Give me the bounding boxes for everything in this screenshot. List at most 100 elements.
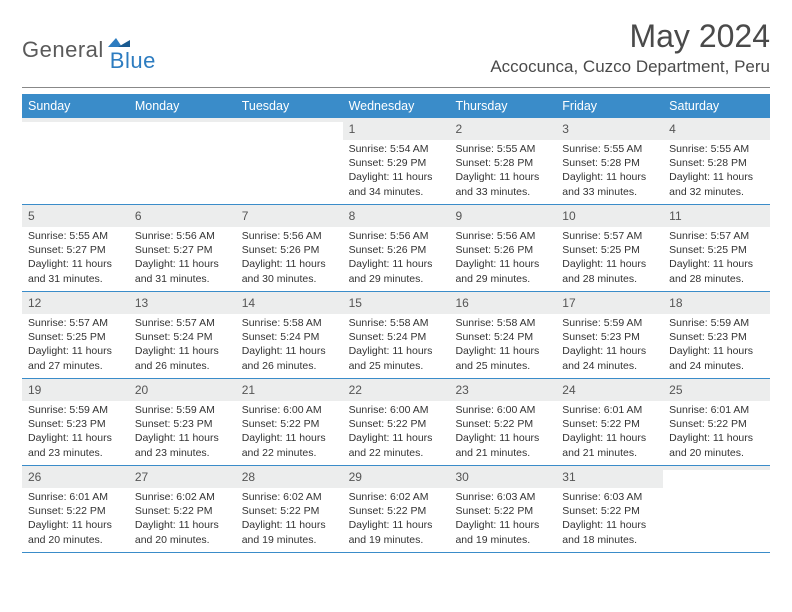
day-number-row: 8 — [343, 205, 450, 227]
day-sr: Sunrise: 5:57 AM — [135, 316, 232, 330]
day-sr: Sunrise: 6:01 AM — [669, 403, 766, 417]
day-dl1: Daylight: 11 hours — [28, 257, 125, 271]
day-sr: Sunrise: 6:02 AM — [135, 490, 232, 504]
day-ss: Sunset: 5:22 PM — [242, 417, 339, 431]
day-number: 17 — [562, 296, 575, 310]
day-sr: Sunrise: 5:55 AM — [562, 142, 659, 156]
day-ss: Sunset: 5:26 PM — [349, 243, 446, 257]
day-sr: Sunrise: 6:00 AM — [349, 403, 446, 417]
day-dl2: and 26 minutes. — [242, 359, 339, 373]
day-cell: 26 Sunrise: 6:01 AMSunset: 5:22 PMDayligh… — [22, 466, 129, 552]
day-cell: 13Sunrise: 5:57 AMSunset: 5:24 PMDayligh… — [129, 292, 236, 378]
day-dl2: and 27 minutes. — [28, 359, 125, 373]
day-cell: 25Sunrise: 6:01 AMSunset: 5:22 PMDayligh… — [663, 379, 770, 465]
day-number: 11 — [669, 209, 681, 223]
day-ss: Sunset: 5:22 PM — [349, 417, 446, 431]
day-body — [22, 122, 129, 128]
day-dl1: Daylight: 11 hours — [349, 344, 446, 358]
day-number-row: 14 — [236, 292, 343, 314]
day-dl1: Daylight: 11 hours — [669, 344, 766, 358]
day-number: 26 — [28, 470, 41, 484]
day-number-row: 13 — [129, 292, 236, 314]
day-sr: Sunrise: 5:59 AM — [562, 316, 659, 330]
day-number-row: 20 — [129, 379, 236, 401]
day-dl2: and 24 minutes. — [669, 359, 766, 373]
weeks-container: 1Sunrise: 5:54 AMSunset: 5:29 PMDaylight… — [22, 118, 770, 553]
day-header-row: Sunday Monday Tuesday Wednesday Thursday… — [22, 94, 770, 118]
day-sr: Sunrise: 5:55 AM — [455, 142, 552, 156]
day-body — [663, 470, 770, 476]
day-cell: 1Sunrise: 5:54 AMSunset: 5:29 PMDaylight… — [343, 118, 450, 204]
day-dl2: and 25 minutes. — [349, 359, 446, 373]
day-number-row: 31 — [556, 466, 663, 488]
day-number-row: 21 — [236, 379, 343, 401]
day-cell: 12Sunrise: 5:57 AMSunset: 5:25 PMDayligh… — [22, 292, 129, 378]
day-body: Sunrise: 5:59 AMSunset: 5:23 PMDaylight:… — [22, 401, 129, 464]
day-dl1: Daylight: 11 hours — [349, 518, 446, 532]
day-cell: 11Sunrise: 5:57 AMSunset: 5:25 PMDayligh… — [663, 205, 770, 291]
day-number: 15 — [349, 296, 362, 310]
day-dl1: Daylight: 11 hours — [562, 518, 659, 532]
day-number: 12 — [28, 296, 41, 310]
day-dl2: and 23 minutes. — [135, 446, 232, 460]
logo: General Blue — [22, 18, 156, 74]
day-sr: Sunrise: 5:54 AM — [349, 142, 446, 156]
day-body: Sunrise: 5:55 AMSunset: 5:28 PMDaylight:… — [663, 140, 770, 203]
day-dl1: Daylight: 11 hours — [242, 344, 339, 358]
day-dl2: and 19 minutes. — [455, 533, 552, 547]
day-number-row: 6 — [129, 205, 236, 227]
day-dl2: and 31 minutes. — [135, 272, 232, 286]
day-sr: Sunrise: 5:56 AM — [242, 229, 339, 243]
day-number-row: 25 — [663, 379, 770, 401]
day-number-row: 30 — [449, 466, 556, 488]
day-cell: 16Sunrise: 5:58 AMSunset: 5:24 PMDayligh… — [449, 292, 556, 378]
day-header-sat: Saturday — [663, 94, 770, 118]
day-ss: Sunset: 5:23 PM — [28, 417, 125, 431]
day-dl2: and 34 minutes. — [349, 185, 446, 199]
day-sr: Sunrise: 6:02 AM — [242, 490, 339, 504]
day-dl1: Daylight: 11 hours — [135, 257, 232, 271]
day-dl2: and 21 minutes. — [562, 446, 659, 460]
day-body — [129, 122, 236, 128]
week-row: 12Sunrise: 5:57 AMSunset: 5:25 PMDayligh… — [22, 292, 770, 379]
day-sr: Sunrise: 5:57 AM — [28, 316, 125, 330]
day-sr: Sunrise: 6:01 AM — [562, 403, 659, 417]
day-dl1: Daylight: 11 hours — [135, 431, 232, 445]
day-ss: Sunset: 5:23 PM — [135, 417, 232, 431]
day-number-row: 19 — [22, 379, 129, 401]
day-dl1: Daylight: 11 hours — [349, 431, 446, 445]
day-dl1: Daylight: 11 hours — [669, 257, 766, 271]
day-dl2: and 22 minutes. — [349, 446, 446, 460]
day-sr: Sunrise: 6:03 AM — [562, 490, 659, 504]
day-cell: 23Sunrise: 6:00 AMSunset: 5:22 PMDayligh… — [449, 379, 556, 465]
day-cell: 4Sunrise: 5:55 AMSunset: 5:28 PMDaylight… — [663, 118, 770, 204]
day-body: Sunrise: 6:01 AMSunset: 5:22 PMDaylight:… — [22, 488, 129, 551]
day-cell: 14Sunrise: 5:58 AMSunset: 5:24 PMDayligh… — [236, 292, 343, 378]
day-number: 24 — [562, 383, 575, 397]
day-sr: Sunrise: 6:02 AM — [349, 490, 446, 504]
day-sr: Sunrise: 5:56 AM — [349, 229, 446, 243]
day-header-sun: Sunday — [22, 94, 129, 118]
day-number: 2 — [455, 122, 462, 136]
day-dl1: Daylight: 11 hours — [242, 257, 339, 271]
day-number-row: 18 — [663, 292, 770, 314]
day-dl2: and 20 minutes. — [28, 533, 125, 547]
day-ss: Sunset: 5:27 PM — [28, 243, 125, 257]
day-dl1: Daylight: 11 hours — [455, 170, 552, 184]
day-number: 13 — [135, 296, 148, 310]
day-body: Sunrise: 5:59 AMSunset: 5:23 PMDaylight:… — [556, 314, 663, 377]
day-ss: Sunset: 5:24 PM — [455, 330, 552, 344]
day-body: Sunrise: 6:01 AMSunset: 5:22 PMDaylight:… — [556, 401, 663, 464]
day-ss: Sunset: 5:22 PM — [455, 504, 552, 518]
day-number-row: 4 — [663, 118, 770, 140]
day-number: 14 — [242, 296, 255, 310]
day-cell: 24 Sunrise: 6:01 AMSunset: 5:22 PMDayligh… — [556, 379, 663, 465]
day-ss: Sunset: 5:26 PM — [455, 243, 552, 257]
day-number: 21 — [242, 383, 255, 397]
day-cell: 7Sunrise: 5:56 AMSunset: 5:26 PMDaylight… — [236, 205, 343, 291]
logo-text-general: General — [22, 37, 104, 63]
header-divider — [22, 87, 770, 88]
day-dl1: Daylight: 11 hours — [242, 518, 339, 532]
day-ss: Sunset: 5:25 PM — [562, 243, 659, 257]
day-cell: 6Sunrise: 5:56 AMSunset: 5:27 PMDaylight… — [129, 205, 236, 291]
